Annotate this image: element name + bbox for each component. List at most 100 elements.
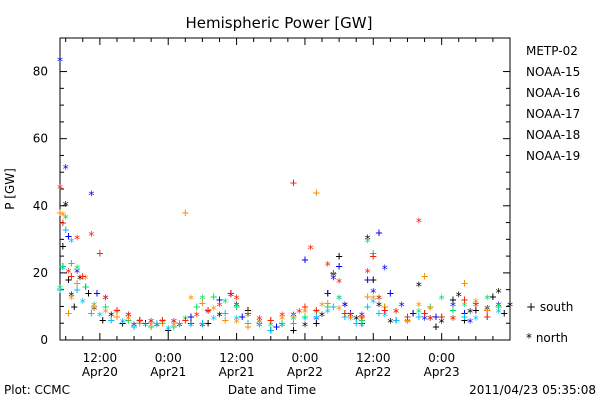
data-point: + — [449, 303, 456, 317]
data-point: + — [404, 310, 411, 324]
data-point: * — [267, 320, 274, 334]
x-tick-time-label: 0:00 — [291, 351, 318, 365]
data-point: + — [204, 316, 211, 330]
data-point: + — [256, 316, 263, 330]
legend-entry: NOAA-17 — [526, 107, 580, 121]
data-point: * — [358, 320, 365, 334]
axis-ticks: 02040608012:00Apr200:00Apr2112:00Apr210:… — [33, 38, 511, 379]
data-point: * — [65, 266, 72, 280]
data-point: * — [125, 310, 132, 324]
data-point: + — [358, 316, 365, 330]
data-point: + — [227, 286, 234, 300]
data-point: + — [358, 313, 365, 327]
data-point: + — [484, 303, 491, 317]
data-point: + — [404, 313, 411, 327]
data-point: + — [73, 283, 80, 297]
data-point: * — [455, 289, 462, 303]
data-point: + — [341, 306, 348, 320]
data-point: * — [108, 310, 115, 324]
data-point: * — [347, 310, 354, 324]
data-point: + — [461, 313, 468, 327]
data-point: + — [461, 293, 468, 307]
data-point: * — [170, 316, 177, 330]
data-point: * — [467, 306, 474, 320]
data-point: * — [290, 313, 297, 327]
symbol-key: + south * north — [526, 300, 573, 345]
data-point: * — [88, 229, 95, 243]
data-point: + — [472, 303, 479, 317]
legend-entry: NOAA-19 — [526, 149, 580, 163]
data-point: + — [324, 296, 331, 310]
data-point: + — [501, 306, 508, 320]
data-point: + — [387, 286, 394, 300]
data-point: * — [68, 236, 75, 250]
data-point: + — [267, 313, 274, 327]
data-point: * — [176, 320, 183, 334]
data-point: * — [370, 296, 377, 310]
data-point: * — [375, 293, 382, 307]
data-point: + — [449, 293, 456, 307]
data-point: * — [73, 266, 80, 280]
data-point: * — [113, 306, 120, 320]
data-point: * — [404, 316, 411, 330]
data-point: * — [472, 299, 479, 313]
data-point: * — [222, 296, 229, 310]
data-point: + — [267, 323, 274, 337]
data-point: * — [313, 313, 320, 327]
data-point: + — [484, 310, 491, 324]
y-tick-label: 60 — [33, 132, 48, 146]
data-point: * — [330, 273, 337, 287]
data-point: * — [415, 279, 422, 293]
data-point: + — [290, 175, 297, 189]
data-point: + — [301, 299, 308, 313]
data-point: + — [392, 313, 399, 327]
data-point: + — [99, 313, 106, 327]
data-point: + — [65, 229, 72, 243]
data-point: * — [296, 306, 303, 320]
data-point: + — [273, 320, 280, 334]
data-point: * — [375, 299, 382, 313]
legend-entry: NOAA-16 — [526, 86, 580, 100]
data-point: * — [301, 313, 308, 327]
data-point: + — [193, 299, 200, 313]
data-point: + — [222, 306, 229, 320]
data-point: * — [199, 320, 206, 334]
data-point: * — [142, 320, 149, 334]
data-point: * — [404, 316, 411, 330]
data-point: + — [347, 306, 354, 320]
data-point: + — [410, 306, 417, 320]
data-point: + — [65, 273, 72, 287]
data-point: * — [353, 313, 360, 327]
data-point: * — [279, 320, 286, 334]
data-point: * — [119, 316, 126, 330]
data-point: * — [381, 263, 388, 277]
data-point: + — [119, 316, 126, 330]
y-axis-label: P [GW] — [3, 168, 17, 210]
data-point: * — [313, 306, 320, 320]
x-tick-time-label: 12:00 — [356, 351, 391, 365]
data-point: + — [364, 289, 371, 303]
data-point: * — [495, 306, 502, 320]
data-point: + — [159, 316, 166, 330]
timestamp: 2011/04/23 05:35:08 — [469, 383, 596, 397]
data-point: * — [324, 306, 331, 320]
data-point: * — [165, 323, 172, 337]
legend-entry: NOAA-18 — [526, 128, 580, 142]
data-point: + — [415, 310, 422, 324]
data-point: + — [244, 303, 251, 317]
data-point: + — [438, 310, 445, 324]
data-point: + — [410, 306, 417, 320]
data-point: + — [438, 310, 445, 324]
data-point: * — [59, 263, 66, 277]
data-point: + — [82, 279, 89, 293]
data-point: + — [381, 299, 388, 313]
data-point: + — [290, 316, 297, 330]
data-point: * — [427, 303, 434, 317]
data-point: + — [165, 323, 172, 337]
legend-entry: METP-02 — [526, 44, 578, 58]
data-point: + — [148, 320, 155, 334]
x-tick-date-label: Apr22 — [287, 365, 323, 379]
y-tick-label: 0 — [40, 333, 48, 347]
y-tick-label: 40 — [33, 199, 48, 213]
